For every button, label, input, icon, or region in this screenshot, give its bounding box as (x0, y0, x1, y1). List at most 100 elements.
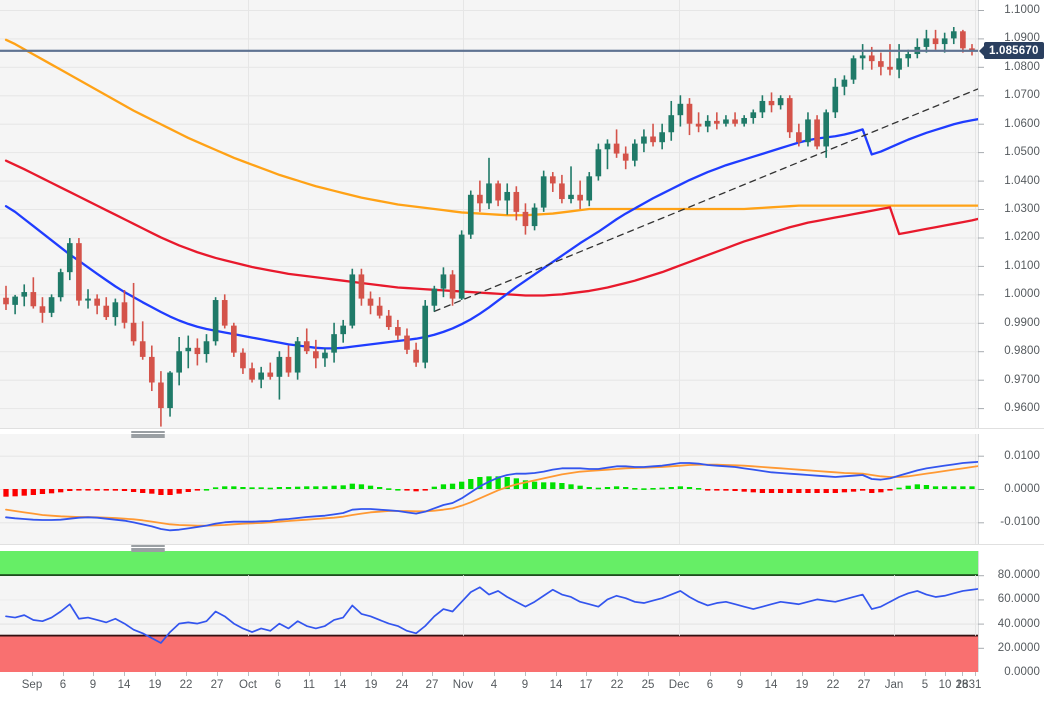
price-axis-label: 1.0700 (1004, 89, 1040, 102)
date-axis-label: 4 (490, 679, 498, 691)
price-chart-panel[interactable] (0, 0, 978, 428)
date-axis-tick (962, 672, 963, 676)
date-axis-tick (63, 672, 64, 676)
date-axis-tick (771, 672, 772, 676)
date-axis-tick (402, 672, 403, 676)
date-axis-label: 14 (764, 679, 778, 691)
price-axis-label: 0.9900 (1004, 316, 1040, 329)
macd-indicator-panel[interactable] (0, 434, 978, 544)
date-axis-tick (217, 672, 218, 676)
date-axis-tick (679, 672, 680, 676)
date-axis-label: 19 (795, 679, 809, 691)
date-axis-tick (945, 672, 946, 676)
date-axis-label: 11 (303, 679, 315, 691)
date-axis-label: 22 (179, 679, 193, 691)
date-axis-label: 23 (955, 679, 969, 691)
rsi-axis-ticks (978, 575, 984, 649)
macd-axis-label: -0.0100 (1000, 516, 1040, 529)
date-axis-label: 27 (857, 679, 871, 691)
date-axis-tick (124, 672, 125, 676)
price-axis-label: 1.0300 (1004, 203, 1040, 216)
date-axis-tick (463, 672, 464, 676)
rsi-indicator-panel[interactable] (0, 551, 978, 672)
date-axis-tick (833, 672, 834, 676)
date-axis-tick (155, 672, 156, 676)
date-axis-tick (186, 672, 187, 676)
price-axis-label: 1.0000 (1004, 288, 1040, 301)
date-axis-tick (278, 672, 279, 676)
date-axis[interactable]: Sep 6 9 14 19 22 27 Oct 6 11 14 19 24 27 Nov 4 9 14 17 22 25… (0, 672, 981, 708)
macd-axis-ticks (978, 455, 984, 524)
rsi-axis[interactable]: 80.0000 60.0000 40.0000 20.0000 0.0000 (978, 551, 1044, 678)
date-axis-label: 9 (89, 679, 97, 691)
date-axis-label: 24 (395, 679, 409, 691)
date-axis-tick (864, 672, 865, 676)
date-axis-label: 19 (148, 679, 162, 691)
price-axis-label: 1.0900 (1004, 32, 1040, 45)
price-chart-svg (0, 0, 978, 428)
rsi-svg (0, 551, 978, 672)
date-axis-label: 18 (955, 679, 969, 691)
date-axis-label: 6 (59, 679, 67, 691)
rsi-axis-label: 20.0000 (997, 641, 1040, 654)
date-axis-tick (494, 672, 495, 676)
date-axis-label: 5 (921, 679, 929, 691)
date-axis-label: 22 (826, 679, 840, 691)
macd-panel-resize-handle[interactable] (131, 431, 165, 438)
date-axis-tick (648, 672, 649, 676)
date-axis-label: 9 (736, 679, 744, 691)
date-axis-label: Oct (239, 679, 257, 691)
rsi-axis-label: 40.0000 (997, 617, 1040, 630)
date-axis-tick (556, 672, 557, 676)
date-axis-tick (586, 672, 587, 676)
date-axis-tick (432, 672, 433, 676)
panel-divider-2 (0, 544, 1044, 545)
price-axis-label: 1.0400 (1004, 174, 1040, 187)
date-axis-tick (93, 672, 94, 676)
date-axis-tick (710, 672, 711, 676)
date-axis-tick (371, 672, 372, 676)
rsi-panel-resize-handle[interactable] (131, 545, 165, 552)
date-axis-label: Jan (884, 679, 904, 691)
price-axis[interactable]: 1.1000 1.0900 1.0800 1.0700 1.0600 1.0500 1.04… (978, 0, 1044, 428)
date-axis-label: 26 (955, 679, 969, 691)
price-axis-label: 1.0200 (1004, 231, 1040, 244)
price-axis-label: 1.0100 (1004, 259, 1040, 272)
price-axis-label: 0.9800 (1004, 345, 1040, 358)
date-axis-label: 14 (117, 679, 131, 691)
price-axis-label: 0.9700 (1004, 373, 1040, 386)
date-axis-label: 6 (274, 679, 282, 691)
date-axis-tick (894, 672, 895, 676)
date-axis-label: 13 (955, 679, 969, 691)
rsi-axis-label: 60.0000 (997, 593, 1040, 606)
date-axis-label: 14 (333, 679, 347, 691)
date-axis-tick (309, 672, 310, 676)
date-axis-label: 31 (968, 679, 982, 691)
date-axis-label: Dec (668, 679, 690, 691)
current-price-badge: 1.085670 (979, 42, 1044, 60)
date-axis-label: 9 (521, 679, 529, 691)
price-axis-label: 1.0800 (1004, 60, 1040, 73)
macd-axis-label: 0.0000 (1004, 483, 1040, 495)
date-axis-label: 22 (610, 679, 624, 691)
date-axis-tick (340, 672, 341, 676)
rsi-axis-label: 0.0000 (1004, 666, 1040, 678)
date-axis-tick (248, 672, 249, 676)
date-axis-label: 10 (938, 679, 952, 691)
date-axis-label: Nov (452, 679, 474, 691)
date-axis-tick (617, 672, 618, 676)
panel-divider-1 (0, 428, 1044, 429)
date-axis-tick (740, 672, 741, 676)
price-axis-label: 1.0600 (1004, 117, 1040, 130)
price-axis-ticks (978, 10, 984, 410)
date-axis-tick (975, 672, 976, 676)
macd-axis[interactable]: 0.0100 0.0000 -0.0100 (978, 434, 1044, 544)
date-axis-label: 17 (579, 679, 593, 691)
price-axis-label: 1.1000 (1004, 3, 1040, 16)
date-axis-label: 14 (549, 679, 563, 691)
macd-axis-label: 0.0100 (1004, 449, 1040, 462)
rsi-axis-label: 80.0000 (997, 569, 1040, 582)
macd-svg (0, 434, 978, 544)
date-axis-label: 27 (210, 679, 224, 691)
